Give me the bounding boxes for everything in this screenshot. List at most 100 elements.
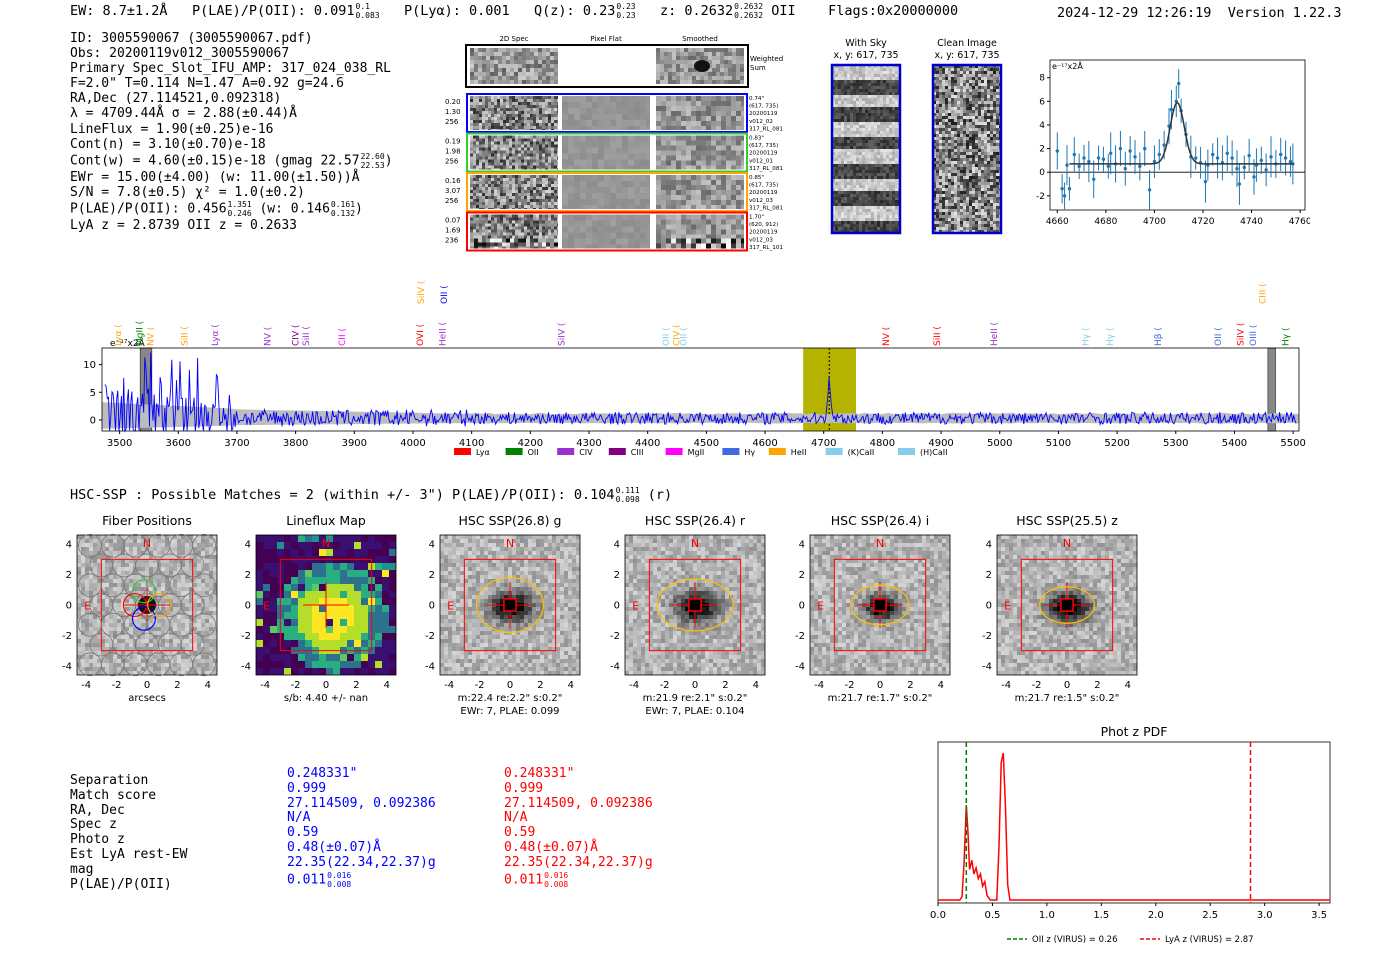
noise-pixel — [500, 144, 503, 148]
noise-pixel — [497, 196, 500, 199]
noise-pixel — [686, 238, 691, 244]
noise-pixel — [960, 143, 963, 146]
noise-pixel — [515, 232, 518, 236]
noise-pixel — [726, 180, 731, 185]
noise-pixel — [732, 68, 736, 72]
noise-pixel — [479, 205, 482, 208]
noise-pixel — [868, 74, 871, 77]
noise-pixel — [676, 111, 681, 116]
noise-pixel — [841, 116, 844, 119]
noise-pixel — [521, 111, 524, 114]
noise-pixel — [972, 116, 975, 119]
noise-pixel — [509, 223, 512, 227]
noise-pixel — [865, 227, 868, 230]
noise-pixel — [494, 138, 497, 142]
noise-pixel — [518, 108, 521, 111]
noise-pixel — [889, 158, 892, 161]
noise-pixel — [877, 182, 880, 185]
noise-pixel — [960, 155, 963, 158]
noise-pixel — [574, 244, 580, 249]
noise-pixel — [835, 134, 838, 137]
noise-pixel — [877, 224, 880, 227]
noise-pixel — [598, 175, 604, 181]
noise-pixel — [580, 199, 586, 205]
noise-pixel — [661, 234, 666, 240]
noise-pixel — [838, 119, 841, 122]
noise-pixel — [960, 80, 963, 83]
noise-pixel — [990, 140, 993, 143]
noise-pixel — [741, 195, 744, 200]
noise-pixel — [981, 110, 984, 113]
noise-pixel — [933, 86, 936, 89]
noise-pixel — [736, 76, 740, 80]
noise-pixel — [512, 108, 515, 111]
noise-pixel — [530, 181, 533, 184]
noise-pixel — [681, 155, 686, 161]
noise-pixel — [628, 220, 634, 227]
noise-pixel — [696, 229, 701, 235]
noise-pixel — [676, 160, 681, 166]
noise-pixel — [877, 230, 880, 233]
noise-pixel — [530, 105, 533, 108]
noise-pixel — [975, 80, 978, 83]
noise-pixel — [554, 72, 558, 76]
noise-pixel — [868, 128, 871, 131]
noise-pixel — [880, 152, 883, 155]
noise-pixel — [656, 68, 660, 72]
noise-pixel — [853, 224, 856, 227]
noise-pixel — [473, 117, 476, 120]
noise-pixel — [661, 238, 666, 244]
noise-pixel — [939, 131, 942, 134]
noise-pixel — [680, 64, 684, 68]
noise-pixel — [500, 123, 503, 126]
noise-pixel — [681, 116, 686, 121]
noise-pixel — [704, 52, 708, 56]
noise-pixel — [853, 191, 856, 194]
noise-pixel — [521, 138, 524, 142]
noise-pixel — [960, 122, 963, 125]
noise-pixel — [700, 80, 704, 84]
row-right-label: 0.85" — [749, 175, 764, 181]
noise-pixel — [568, 232, 574, 239]
noise-pixel — [868, 92, 871, 95]
noise-pixel — [551, 223, 554, 227]
noise-pixel — [530, 80, 534, 84]
noise-pixel — [880, 191, 883, 194]
noise-pixel — [993, 143, 996, 146]
noise-pixel — [533, 147, 536, 151]
noise-pixel — [984, 107, 987, 110]
noise-pixel — [526, 238, 530, 243]
noise-pixel — [518, 114, 521, 117]
noise-pixel — [554, 76, 558, 80]
noise-pixel — [726, 243, 731, 249]
noise-pixel — [554, 105, 557, 108]
noise-pixel — [686, 243, 691, 249]
noise-pixel — [895, 227, 898, 230]
noise-pixel — [545, 156, 548, 160]
noise-pixel — [996, 98, 999, 101]
noise-pixel — [503, 184, 506, 187]
header-plae-err: 0.1 0.083 — [355, 2, 380, 20]
info-ewr: EWr = 15.00(±4.00) (w: 11.00(±1.50))Å — [70, 169, 360, 185]
noise-pixel — [886, 95, 889, 98]
noise-pixel — [686, 140, 691, 146]
noise-pixel — [506, 208, 509, 209]
noise-pixel — [844, 155, 847, 158]
noise-pixel — [948, 125, 951, 128]
noise-pixel — [592, 244, 598, 249]
noise-pixel — [474, 76, 478, 80]
noise-pixel — [871, 197, 874, 200]
noise-pixel — [972, 164, 975, 167]
noise-pixel — [640, 135, 646, 142]
noise-pixel — [696, 155, 701, 161]
noise-pixel — [886, 182, 889, 185]
noise-pixel — [568, 199, 574, 205]
noise-pixel — [500, 162, 503, 166]
noise-pixel — [865, 131, 868, 134]
noise-pixel — [506, 229, 509, 233]
noise-pixel — [741, 121, 744, 126]
noise-pixel — [646, 226, 650, 233]
noise-pixel — [574, 220, 580, 227]
noise-pixel — [847, 113, 850, 116]
noise-pixel — [945, 137, 948, 140]
